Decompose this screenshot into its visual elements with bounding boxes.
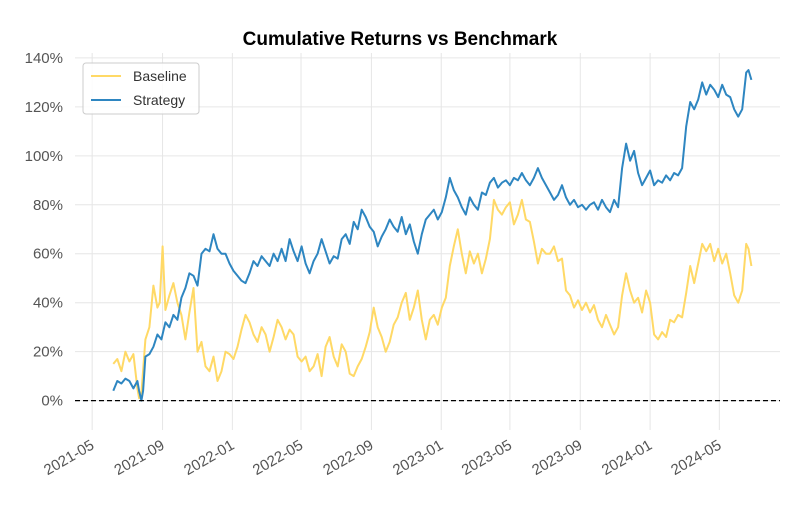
legend: Baseline Strategy bbox=[82, 62, 200, 115]
x-tick-label: 2024-01 bbox=[599, 437, 655, 479]
series-line-strategy bbox=[112, 69, 753, 402]
y-tick-label: 60% bbox=[33, 246, 63, 263]
chart-title: Cumulative Returns vs Benchmark bbox=[243, 29, 558, 50]
grid-layer bbox=[75, 53, 780, 430]
y-tick-label: 40% bbox=[33, 295, 63, 312]
x-tick-label: 2024-05 bbox=[668, 437, 724, 479]
series-line-baseline bbox=[112, 198, 753, 400]
y-tick-label: 140% bbox=[25, 50, 63, 67]
legend-label-baseline: Baseline bbox=[133, 68, 187, 84]
x-tick-label: 2022-09 bbox=[320, 437, 376, 479]
y-tick-label: 100% bbox=[25, 148, 63, 165]
x-axis: 2021-05 2021-09 2022-01 2022-05 2022-09 2023-… bbox=[41, 437, 724, 479]
series-layer bbox=[112, 69, 753, 402]
x-tick-label: 2021-05 bbox=[41, 437, 97, 479]
x-tick-label: 2022-05 bbox=[250, 437, 306, 479]
x-tick-label: 2023-01 bbox=[390, 437, 446, 479]
y-tick-label: 80% bbox=[33, 197, 63, 214]
y-tick-label: 20% bbox=[33, 344, 63, 361]
x-tick-label: 2023-09 bbox=[529, 437, 585, 479]
x-tick-label: 2022-01 bbox=[181, 437, 237, 479]
x-tick-label: 2021-09 bbox=[111, 437, 167, 479]
y-tick-label: 0% bbox=[41, 393, 63, 410]
legend-label-strategy: Strategy bbox=[133, 92, 185, 108]
y-axis: 0% 20% 40% 60% 80% 100% 120% 140% bbox=[25, 50, 63, 410]
x-tick-label: 2023-05 bbox=[459, 437, 515, 479]
y-tick-label: 120% bbox=[25, 99, 63, 116]
